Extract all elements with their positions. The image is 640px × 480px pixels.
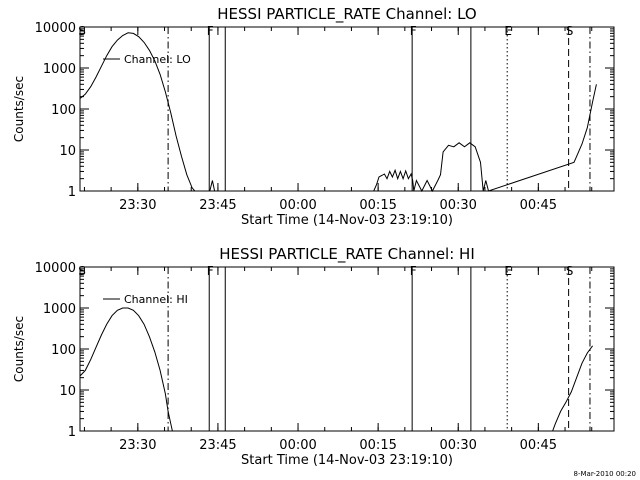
x-tick-label: 00:15 xyxy=(359,438,396,453)
plot-date-stamp: 8-Mar-2010 00:20 xyxy=(573,470,636,478)
y-tick-label: 1 xyxy=(68,425,76,440)
y-tick-label: 1 xyxy=(68,185,76,200)
event-marker-label: F xyxy=(410,264,417,278)
panel-lo xyxy=(79,26,615,193)
legend-label: Channel: HI xyxy=(124,293,188,306)
data-series-line xyxy=(79,32,597,193)
x-tick-label: 00:00 xyxy=(279,438,316,453)
plot-frame xyxy=(79,26,615,192)
x-tick-label: 00:45 xyxy=(520,438,557,453)
y-tick-label: 10 xyxy=(59,384,76,399)
data-series-line xyxy=(79,307,594,432)
y-tick-label: 1000 xyxy=(43,302,76,317)
y-tick-label: 10000 xyxy=(35,21,76,36)
y-tick-label: 10000 xyxy=(35,261,76,276)
event-marker-label: E xyxy=(504,264,512,278)
x-tick-label: 23:45 xyxy=(199,198,236,213)
event-marker-label: F xyxy=(207,264,214,278)
y-axis-label: Counts/sec xyxy=(12,316,26,382)
event-marker-label: S xyxy=(566,264,574,278)
x-tick-label: 00:00 xyxy=(279,198,316,213)
x-tick-label: 23:30 xyxy=(119,438,156,453)
legend-label: Channel: LO xyxy=(124,53,191,66)
plot-frame xyxy=(79,266,615,432)
x-axis-label: Start Time (14-Nov-03 23:19:10) xyxy=(241,453,453,468)
y-tick-label: 100 xyxy=(51,343,76,358)
event-marker-label: F xyxy=(410,24,417,38)
plot-title: HESSI PARTICLE_RATE Channel: HI xyxy=(219,245,475,264)
event-marker-label: E xyxy=(504,24,512,38)
x-tick-label: 00:15 xyxy=(359,198,396,213)
x-tick-label: 23:30 xyxy=(119,198,156,213)
x-tick-label: 00:45 xyxy=(520,198,557,213)
x-axis-label: Start Time (14-Nov-03 23:19:10) xyxy=(241,213,453,228)
x-tick-label: 00:30 xyxy=(439,198,476,213)
y-tick-label: 100 xyxy=(51,103,76,118)
event-marker-label: S xyxy=(566,24,574,38)
event-marker-label: S xyxy=(78,264,86,278)
panel-hi xyxy=(79,266,615,432)
event-marker-label: S xyxy=(78,24,86,38)
event-marker-label: F xyxy=(207,24,214,38)
x-tick-label: 00:30 xyxy=(439,438,476,453)
y-tick-label: 10 xyxy=(59,144,76,159)
y-axis-label: Counts/sec xyxy=(12,76,26,142)
y-tick-label: 1000 xyxy=(43,62,76,77)
x-tick-label: 23:45 xyxy=(199,438,236,453)
plot-title: HESSI PARTICLE_RATE Channel: LO xyxy=(217,5,476,24)
